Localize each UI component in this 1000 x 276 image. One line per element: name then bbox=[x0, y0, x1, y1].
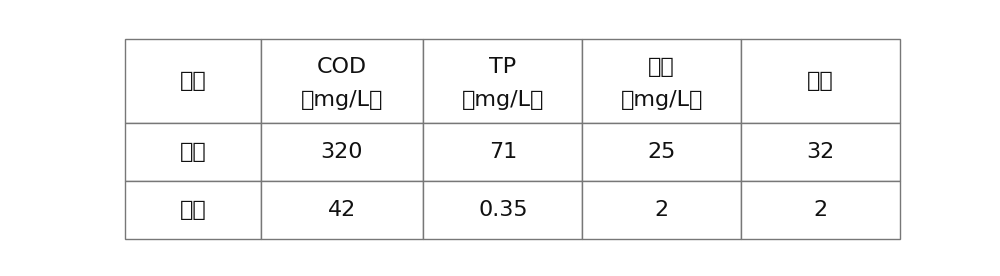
Text: 出水: 出水 bbox=[179, 200, 206, 220]
Bar bbox=[261, 39, 423, 123]
Bar bbox=[582, 39, 741, 123]
Text: COD: COD bbox=[317, 57, 367, 77]
Text: （mg/L）: （mg/L） bbox=[620, 90, 703, 110]
Bar bbox=[582, 123, 741, 181]
Text: 进水: 进水 bbox=[179, 142, 206, 162]
Bar bbox=[125, 123, 261, 181]
Text: 25: 25 bbox=[648, 142, 676, 162]
Bar bbox=[261, 181, 423, 239]
Bar bbox=[125, 39, 261, 123]
Text: （mg/L）: （mg/L） bbox=[301, 90, 383, 110]
Text: 0.35: 0.35 bbox=[478, 200, 528, 220]
Text: 320: 320 bbox=[321, 142, 363, 162]
Bar bbox=[741, 123, 900, 181]
Bar bbox=[741, 39, 900, 123]
Text: （mg/L）: （mg/L） bbox=[462, 90, 544, 110]
Bar bbox=[423, 39, 582, 123]
Bar bbox=[423, 123, 582, 181]
Text: 指标: 指标 bbox=[179, 71, 206, 91]
Text: 氨氮: 氨氮 bbox=[648, 57, 675, 77]
Bar bbox=[125, 181, 261, 239]
Bar bbox=[582, 181, 741, 239]
Bar bbox=[741, 181, 900, 239]
Text: 71: 71 bbox=[489, 142, 517, 162]
Text: 色度: 色度 bbox=[807, 71, 834, 91]
Text: 32: 32 bbox=[806, 142, 835, 162]
Bar bbox=[261, 123, 423, 181]
Bar bbox=[423, 181, 582, 239]
Text: 2: 2 bbox=[814, 200, 828, 220]
Text: 42: 42 bbox=[328, 200, 356, 220]
Text: TP: TP bbox=[489, 57, 516, 77]
Text: 2: 2 bbox=[655, 200, 669, 220]
